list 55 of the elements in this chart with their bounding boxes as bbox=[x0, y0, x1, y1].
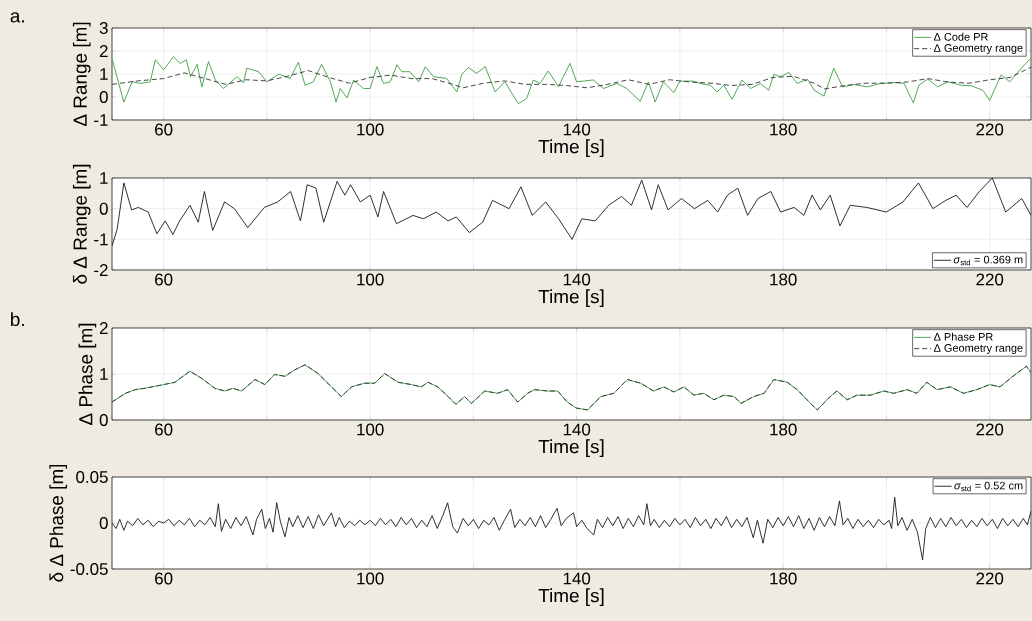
y-tick-label: 0 bbox=[99, 517, 108, 529]
y-tick-label: 1 bbox=[100, 368, 108, 380]
y-tick-label: 3 bbox=[99, 21, 108, 34]
legend-label: σ$_{std}$ = 0.369 m bbox=[953, 255, 1023, 266]
y-tick-label: 0 bbox=[99, 91, 108, 103]
x-tick-label: 140 bbox=[563, 123, 591, 136]
y-tick-label: 0.05 bbox=[76, 471, 108, 483]
x-tick-label: 220 bbox=[976, 123, 1004, 136]
x-tick-label: 60 bbox=[155, 123, 173, 136]
y-axis-title: δ Δ Phase [m] bbox=[49, 464, 68, 582]
legend-label: Δ Phase PR bbox=[933, 332, 993, 341]
x-tick-label: 140 bbox=[563, 423, 591, 436]
x-axis-title: Time [s] bbox=[538, 289, 604, 307]
x-tick-label: 180 bbox=[770, 423, 797, 436]
x-tick-label: 140 bbox=[563, 273, 591, 286]
x-axis-title: Time [s] bbox=[538, 439, 604, 457]
x-tick-label: 220 bbox=[976, 423, 1004, 436]
y-tick-label: -1 bbox=[94, 114, 108, 126]
line-series bbox=[112, 178, 1032, 247]
x-tick-label: 100 bbox=[357, 423, 384, 436]
legend-label: Δ Geometry range bbox=[933, 44, 1023, 54]
x-tick-label: 60 bbox=[155, 423, 173, 436]
y-tick-label: 2 bbox=[99, 45, 108, 57]
legend-label: Δ Code PR bbox=[933, 32, 988, 41]
legend-label: Δ Geometry range bbox=[933, 344, 1023, 355]
x-tick-label: 180 bbox=[770, 123, 797, 136]
x-tick-label: 220 bbox=[976, 572, 1004, 585]
x-tick-label: 180 bbox=[770, 572, 797, 585]
y-tick-label: 1 bbox=[100, 68, 108, 80]
line-series bbox=[112, 364, 1032, 411]
y-tick-label: 0 bbox=[99, 414, 108, 426]
y-axis-title: δ Δ Range [m] bbox=[72, 164, 91, 284]
x-tick-label: 220 bbox=[976, 273, 1004, 286]
y-tick-label: 0 bbox=[99, 202, 108, 215]
legend-label: σ$_{std}$ = 0.52 cm bbox=[954, 481, 1023, 492]
y-axis-title: Δ Phase [m] bbox=[78, 323, 97, 425]
y-axis-title: Δ Range [m] bbox=[72, 22, 91, 127]
x-tick-label: 100 bbox=[357, 572, 384, 585]
x-tick-label: 140 bbox=[563, 572, 591, 585]
x-tick-label: 100 bbox=[357, 273, 384, 286]
x-axis-title: Time [s] bbox=[538, 139, 604, 157]
text: b. bbox=[11, 312, 24, 327]
text: a. bbox=[10, 12, 24, 23]
x-tick-label: 100 bbox=[357, 123, 384, 136]
y-tick-label: -0.05 bbox=[70, 563, 108, 575]
y-tick-label: 2 bbox=[99, 322, 108, 334]
x-tick-label: 60 bbox=[155, 273, 173, 286]
y-tick-label: 1 bbox=[100, 172, 108, 184]
x-tick-label: 180 bbox=[770, 273, 797, 286]
y-tick-label: -2 bbox=[94, 264, 108, 276]
x-axis-title: Time [s] bbox=[538, 588, 604, 606]
line-series bbox=[112, 56, 1032, 105]
x-tick-label: 60 bbox=[155, 572, 173, 585]
y-tick-label: -1 bbox=[94, 233, 108, 246]
line-series bbox=[112, 496, 1032, 561]
